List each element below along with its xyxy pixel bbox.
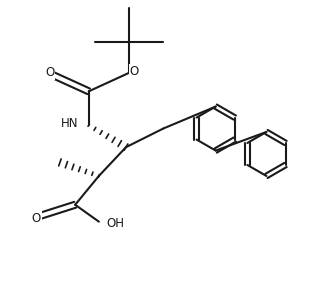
Text: O: O [32,212,41,225]
Text: O: O [130,65,139,77]
Text: OH: OH [106,217,124,230]
Text: HN: HN [60,117,78,130]
Text: O: O [45,66,54,79]
